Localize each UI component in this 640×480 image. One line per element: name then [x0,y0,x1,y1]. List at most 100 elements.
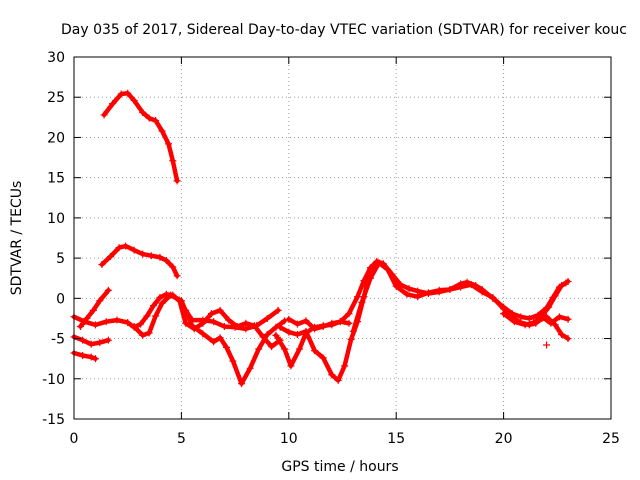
data-point [109,100,117,108]
data-point [478,288,486,296]
data-point [345,319,353,327]
data-point [149,302,157,310]
data-point [173,272,181,280]
chart-title: Day 035 of 2017, Sidereal Day-to-day VTE… [61,22,627,38]
data-point [165,140,173,148]
data-series [70,89,572,388]
data-point [122,242,130,250]
series-track-7 [130,291,284,351]
data-point [510,318,518,326]
data-point [91,355,99,363]
data-point [210,318,218,326]
series-track-5 [70,349,99,363]
x-tick-label: 5 [177,431,186,447]
data-point [173,177,181,185]
data-point [182,319,190,327]
series-track [71,350,98,361]
y-tick-label: 15 [47,171,65,187]
data-point [263,331,271,339]
y-tick-label: 10 [47,211,65,227]
data-point [156,294,164,302]
data-point [545,303,553,311]
data-point [366,274,374,282]
series-track-6 [76,286,112,330]
data-point [564,335,572,343]
data-point [334,376,342,384]
data-point [375,259,383,267]
data-point [543,313,551,321]
data-point [156,253,164,261]
data-point [158,127,166,135]
x-tick-label: 25 [602,431,620,447]
data-point [354,293,362,301]
data-point [255,345,263,353]
x-tick-label: 10 [280,431,298,447]
series-track-14 [532,313,572,343]
data-point [360,277,368,285]
data-point [220,322,228,330]
data-point [551,321,559,329]
data-point [285,315,293,323]
data-point [124,318,132,326]
data-point [263,314,271,322]
data-point [223,343,231,351]
data-point [276,323,284,331]
data-point [158,299,166,307]
data-point [349,327,357,335]
data-point [130,246,138,254]
data-point [207,310,215,318]
data-point [216,334,224,342]
data-point [147,252,155,260]
data-point [124,89,132,97]
x-axis-label: GPS time / hours [281,459,398,475]
x-tick-label: 0 [70,431,79,447]
data-point [311,347,319,355]
data-point [551,292,559,300]
data-point [467,281,475,289]
data-point [137,320,145,328]
data-point [139,331,147,339]
x-tick-label: 20 [495,431,513,447]
data-point [79,336,87,344]
data-point [79,351,87,359]
data-point [366,264,374,272]
data-point [143,312,151,320]
data-point [117,90,125,98]
data-point [210,338,218,346]
data-point [287,362,295,370]
data-point [392,282,400,290]
data-point [521,321,529,329]
axis-ticks: 0 5 10 15 20 25 -15 -10 -5 0 5 10 15 20 25 30 [42,50,620,447]
data-point [83,314,91,322]
data-point [76,322,84,330]
data-point [564,315,572,323]
data-point [107,253,115,261]
y-tick-label: -10 [42,372,65,388]
data-point [319,354,327,362]
data-point [139,109,147,117]
data-point [98,261,106,269]
y-tick-label: 20 [47,130,65,146]
data-point [246,364,254,372]
data-point [358,298,366,306]
data-point [302,327,310,335]
data-point [113,316,121,324]
data-point [274,306,282,314]
x-tick-label: 15 [387,431,405,447]
y-axis-label: SDTVAR / TECUs [9,181,25,296]
data-point [169,157,177,165]
data-point [250,322,258,330]
data-point [414,293,422,301]
data-point [96,339,104,347]
data-point [558,281,566,289]
data-point [225,316,233,324]
data-point [100,111,108,119]
y-tick-label: -15 [42,412,65,428]
data-point [558,331,566,339]
data-point [96,297,104,305]
data-point [152,312,160,320]
data-point [199,330,207,338]
data-point [169,263,177,271]
grid-lines [74,57,611,419]
data-point [302,317,310,325]
